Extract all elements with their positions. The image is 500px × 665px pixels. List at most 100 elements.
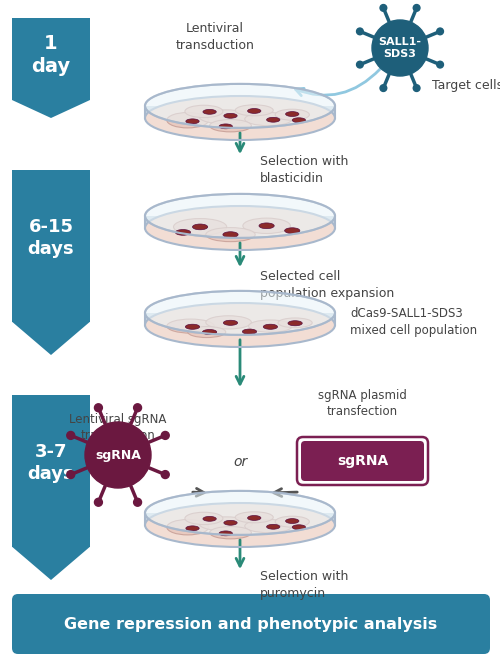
Ellipse shape	[292, 118, 306, 122]
Ellipse shape	[145, 194, 335, 238]
Polygon shape	[145, 313, 335, 325]
Ellipse shape	[199, 110, 252, 124]
FancyBboxPatch shape	[12, 170, 90, 322]
Circle shape	[436, 61, 444, 68]
Ellipse shape	[202, 330, 216, 334]
Ellipse shape	[243, 218, 290, 233]
Ellipse shape	[210, 527, 252, 539]
Text: sgRNA plasmid
transfection: sgRNA plasmid transfection	[318, 389, 406, 418]
Ellipse shape	[188, 327, 226, 338]
Polygon shape	[145, 106, 335, 118]
Ellipse shape	[275, 516, 310, 527]
Text: SALL1-
SDS3: SALL1- SDS3	[378, 37, 422, 59]
Ellipse shape	[245, 519, 292, 533]
Text: sgRNA: sgRNA	[337, 454, 388, 468]
Circle shape	[162, 471, 169, 479]
Circle shape	[94, 404, 102, 412]
Text: Selected cell
population expansion: Selected cell population expansion	[260, 270, 394, 300]
Ellipse shape	[259, 223, 274, 229]
FancyArrowPatch shape	[296, 69, 380, 96]
Text: Target cells: Target cells	[432, 78, 500, 92]
Circle shape	[85, 422, 151, 488]
Ellipse shape	[286, 112, 299, 116]
Ellipse shape	[185, 512, 223, 525]
Text: Selection with
blasticidin: Selection with blasticidin	[260, 155, 348, 185]
Ellipse shape	[167, 519, 208, 535]
Circle shape	[372, 20, 428, 76]
Circle shape	[162, 432, 169, 440]
Polygon shape	[12, 322, 90, 355]
Ellipse shape	[206, 316, 252, 329]
Circle shape	[356, 61, 364, 68]
Ellipse shape	[186, 526, 199, 531]
Ellipse shape	[145, 291, 335, 335]
Circle shape	[356, 28, 364, 35]
Ellipse shape	[248, 515, 261, 521]
Text: 3-7
days: 3-7 days	[28, 443, 74, 483]
Ellipse shape	[275, 109, 310, 120]
Ellipse shape	[176, 229, 190, 235]
Ellipse shape	[224, 521, 237, 525]
Ellipse shape	[145, 503, 335, 547]
Ellipse shape	[210, 120, 252, 132]
Ellipse shape	[219, 124, 232, 129]
Ellipse shape	[223, 231, 238, 237]
Text: Gene repression and phenotypic analysis: Gene repression and phenotypic analysis	[64, 618, 438, 632]
FancyBboxPatch shape	[301, 441, 424, 481]
Text: Lentiviral
transduction: Lentiviral transduction	[176, 22, 254, 52]
Ellipse shape	[248, 108, 261, 113]
Ellipse shape	[219, 531, 232, 536]
Circle shape	[380, 84, 387, 92]
Polygon shape	[12, 100, 90, 118]
Ellipse shape	[288, 321, 302, 326]
Circle shape	[134, 404, 141, 412]
Ellipse shape	[206, 227, 255, 241]
Ellipse shape	[167, 319, 214, 333]
Ellipse shape	[145, 96, 335, 140]
Circle shape	[436, 28, 444, 35]
Text: 6-15
days: 6-15 days	[28, 218, 74, 259]
Ellipse shape	[264, 325, 278, 329]
Text: Selection with
puromycin: Selection with puromycin	[260, 570, 348, 600]
Ellipse shape	[266, 117, 280, 122]
Circle shape	[67, 432, 74, 440]
Text: dCas9-SALL1-SDS3
mixed cell population: dCas9-SALL1-SDS3 mixed cell population	[350, 307, 477, 337]
Ellipse shape	[145, 303, 335, 347]
Circle shape	[413, 84, 420, 92]
Ellipse shape	[224, 113, 237, 118]
Ellipse shape	[199, 517, 252, 531]
Ellipse shape	[236, 512, 273, 523]
Circle shape	[413, 5, 420, 11]
Ellipse shape	[145, 491, 335, 535]
Ellipse shape	[145, 84, 335, 128]
Ellipse shape	[185, 105, 223, 118]
Text: or: or	[233, 455, 247, 469]
Ellipse shape	[292, 525, 306, 529]
Circle shape	[134, 498, 141, 506]
Ellipse shape	[266, 524, 280, 529]
Ellipse shape	[167, 112, 208, 128]
Ellipse shape	[286, 519, 299, 523]
Polygon shape	[145, 513, 335, 525]
FancyBboxPatch shape	[12, 594, 490, 654]
Ellipse shape	[203, 110, 216, 114]
Polygon shape	[12, 547, 90, 580]
Circle shape	[380, 5, 387, 11]
Ellipse shape	[224, 321, 237, 325]
Ellipse shape	[236, 105, 273, 116]
Ellipse shape	[145, 206, 335, 250]
Ellipse shape	[284, 228, 300, 233]
FancyBboxPatch shape	[12, 395, 90, 547]
Text: 1
day: 1 day	[32, 34, 70, 76]
Ellipse shape	[186, 325, 200, 329]
Ellipse shape	[186, 119, 199, 124]
Ellipse shape	[278, 318, 312, 328]
Ellipse shape	[174, 219, 227, 235]
Ellipse shape	[203, 517, 216, 521]
Ellipse shape	[192, 224, 208, 230]
Polygon shape	[145, 216, 335, 228]
FancyBboxPatch shape	[12, 18, 90, 100]
Text: sgRNA: sgRNA	[95, 448, 141, 462]
Ellipse shape	[245, 112, 292, 126]
Circle shape	[67, 471, 74, 479]
